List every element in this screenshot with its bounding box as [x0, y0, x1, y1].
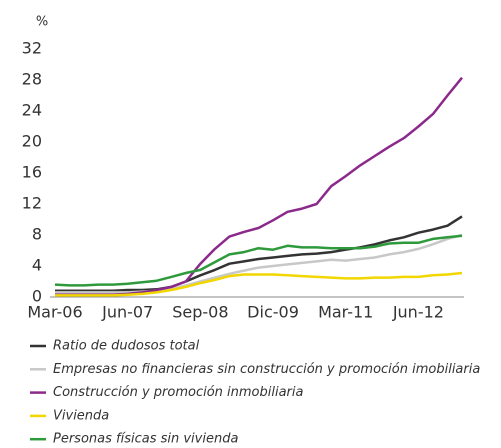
x-tick-label: Jun-12	[392, 303, 444, 322]
x-tick-label: Mar-06	[27, 303, 82, 322]
y-tick-label: 4	[32, 256, 42, 275]
series-line	[54, 234, 463, 287]
y-tick-label: 0	[32, 287, 42, 306]
y-tick-label: 12	[22, 194, 42, 213]
series-line	[55, 76, 463, 296]
y-tick-label: 32	[22, 39, 42, 58]
x-tick-label: Dic-09	[247, 303, 299, 322]
y-tick-label: 24	[22, 101, 42, 120]
legend-label: Empresas no financieras sin construcción…	[53, 362, 480, 377]
legend-label: Ratio de dudosos total	[53, 339, 200, 354]
y-axis-label: %	[36, 15, 48, 30]
x-tick-label: Mar-11	[318, 303, 373, 322]
series-line	[55, 271, 463, 297]
legend-label: Personas físicas sin vivienda	[53, 432, 238, 447]
series-line	[55, 215, 463, 293]
y-tick-label: 28	[22, 70, 42, 89]
y-tick-label: 8	[32, 225, 42, 244]
x-tick-label: Jun-07	[101, 303, 153, 322]
x-tick-label: Sep-08	[172, 303, 228, 322]
y-tick-label: 20	[22, 132, 42, 151]
legend-label: Construcción y promoción inmobiliaria	[53, 385, 304, 400]
y-tick-label: 16	[22, 163, 42, 182]
legend-label: Vivienda	[53, 408, 109, 423]
series-line	[55, 233, 463, 294]
